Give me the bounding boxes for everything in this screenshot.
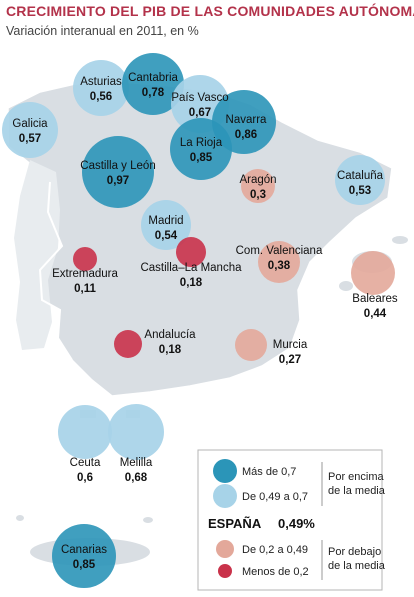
label-value-melilla: 0,68 — [125, 472, 148, 484]
label-value-extremadura: 0,11 — [74, 283, 96, 295]
bubble-melilla — [108, 404, 164, 460]
label-name-la-rioja: La Rioja — [180, 137, 223, 149]
legend-total-label: ESPAÑA — [208, 516, 262, 531]
label-name-madrid: Madrid — [148, 215, 183, 227]
label-name-asturias: Asturias — [80, 76, 122, 88]
label-value-galicia: 0,57 — [19, 133, 41, 145]
bubble-asturias — [73, 60, 129, 116]
bubble-aragon — [241, 169, 275, 203]
bubble-cataluna — [335, 155, 385, 205]
bubble-cantabria — [122, 53, 184, 115]
legend-below-line2: de la media — [328, 560, 386, 572]
legend-swatch-low-mid — [216, 540, 234, 558]
label-value-ceuta: 0,6 — [77, 472, 93, 484]
legend-swatch-low — [218, 564, 232, 578]
label-name-aragon: Aragón — [239, 174, 276, 186]
canary-islet-shape — [16, 515, 24, 521]
bubble-extremadura — [73, 247, 97, 271]
label-name-canarias: Canarias — [61, 544, 107, 556]
legend-label-low-mid: De 0,2 a 0,49 — [242, 544, 308, 556]
bubble-andalucia — [114, 330, 142, 358]
label-value-cataluna: 0,53 — [349, 185, 371, 197]
label-value-baleares: 0,44 — [364, 308, 387, 320]
label-name-andalucia: Andalucía — [144, 329, 196, 341]
label-value-andalucia: 0,18 — [159, 344, 182, 356]
bubble-galicia — [2, 102, 58, 158]
label-value-navarra: 0,86 — [235, 129, 257, 141]
bubble-murcia — [235, 329, 267, 361]
label-name-melilla: Melilla — [120, 457, 153, 469]
label-value-castilla-y-leon: 0,97 — [107, 175, 129, 187]
legend-total-value: 0,49% — [278, 516, 315, 531]
label-name-extremadura: Extremadura — [52, 268, 118, 280]
label-value-canarias: 0,85 — [73, 559, 96, 571]
label-value-com-valenciana: 0,38 — [268, 260, 291, 272]
label-value-pais-vasco: 0,67 — [189, 107, 211, 119]
legend-label-low: Menos de 0,2 — [242, 566, 309, 578]
bubble-la-rioja — [170, 118, 232, 180]
bubble-castilla-la-mancha — [176, 237, 206, 267]
label-value-cantabria: 0,78 — [142, 87, 165, 99]
legend-above-line1: Por encima — [328, 471, 385, 483]
legend-label-high: Más de 0,7 — [242, 466, 296, 478]
label-name-cataluna: Cataluña — [337, 170, 384, 182]
menorca-shape — [392, 236, 408, 244]
bubble-com-valenciana — [258, 241, 300, 283]
portugal-outline — [38, 181, 73, 361]
label-value-madrid: 0,54 — [155, 230, 178, 242]
label-value-aragon: 0,3 — [250, 189, 266, 201]
ibiza-shape — [339, 281, 353, 291]
bubble-castilla-y-leon — [82, 136, 154, 208]
label-name-com-valenciana: Com. Valenciana — [236, 245, 323, 257]
bubble-ceuta — [58, 405, 112, 459]
chart-subtitle: Variación interanual en 2011, en % — [6, 24, 199, 38]
label-name-pais-vasco: País Vasco — [171, 92, 228, 104]
legend-label-mid: De 0,49 a 0,7 — [242, 491, 308, 503]
legend: Más de 0,7 De 0,49 a 0,7 Por encima de l… — [197, 449, 386, 591]
label-name-baleares: Baleares — [352, 293, 398, 305]
legend-above-line2: de la media — [328, 485, 386, 497]
label-value-murcia: 0,27 — [279, 354, 301, 366]
legend-swatch-high — [213, 459, 237, 483]
bubble-baleares — [351, 251, 395, 295]
label-name-murcia: Murcia — [273, 339, 308, 351]
label-name-ceuta: Ceuta — [70, 457, 101, 469]
label-name-navarra: Navarra — [226, 114, 268, 126]
bubble-madrid — [141, 200, 191, 250]
bubble-canarias — [52, 524, 116, 588]
label-name-castilla-la-mancha: Castilla–La Mancha — [140, 262, 242, 274]
label-name-castilla-y-leon: Castilla y León — [80, 160, 155, 172]
label-name-cantabria: Cantabria — [128, 72, 178, 84]
chart-title: CRECIMIENTO DEL PIB DE LAS COMUNIDADES A… — [6, 3, 414, 19]
label-value-castilla-la-mancha: 0,18 — [180, 277, 203, 289]
legend-below-line1: Por debajo — [328, 546, 381, 558]
label-value-asturias: 0,56 — [90, 91, 112, 103]
label-name-galicia: Galicia — [12, 118, 48, 130]
label-value-la-rioja: 0,85 — [190, 152, 213, 164]
canary-islet-shape — [143, 517, 153, 523]
legend-swatch-mid — [213, 484, 237, 508]
